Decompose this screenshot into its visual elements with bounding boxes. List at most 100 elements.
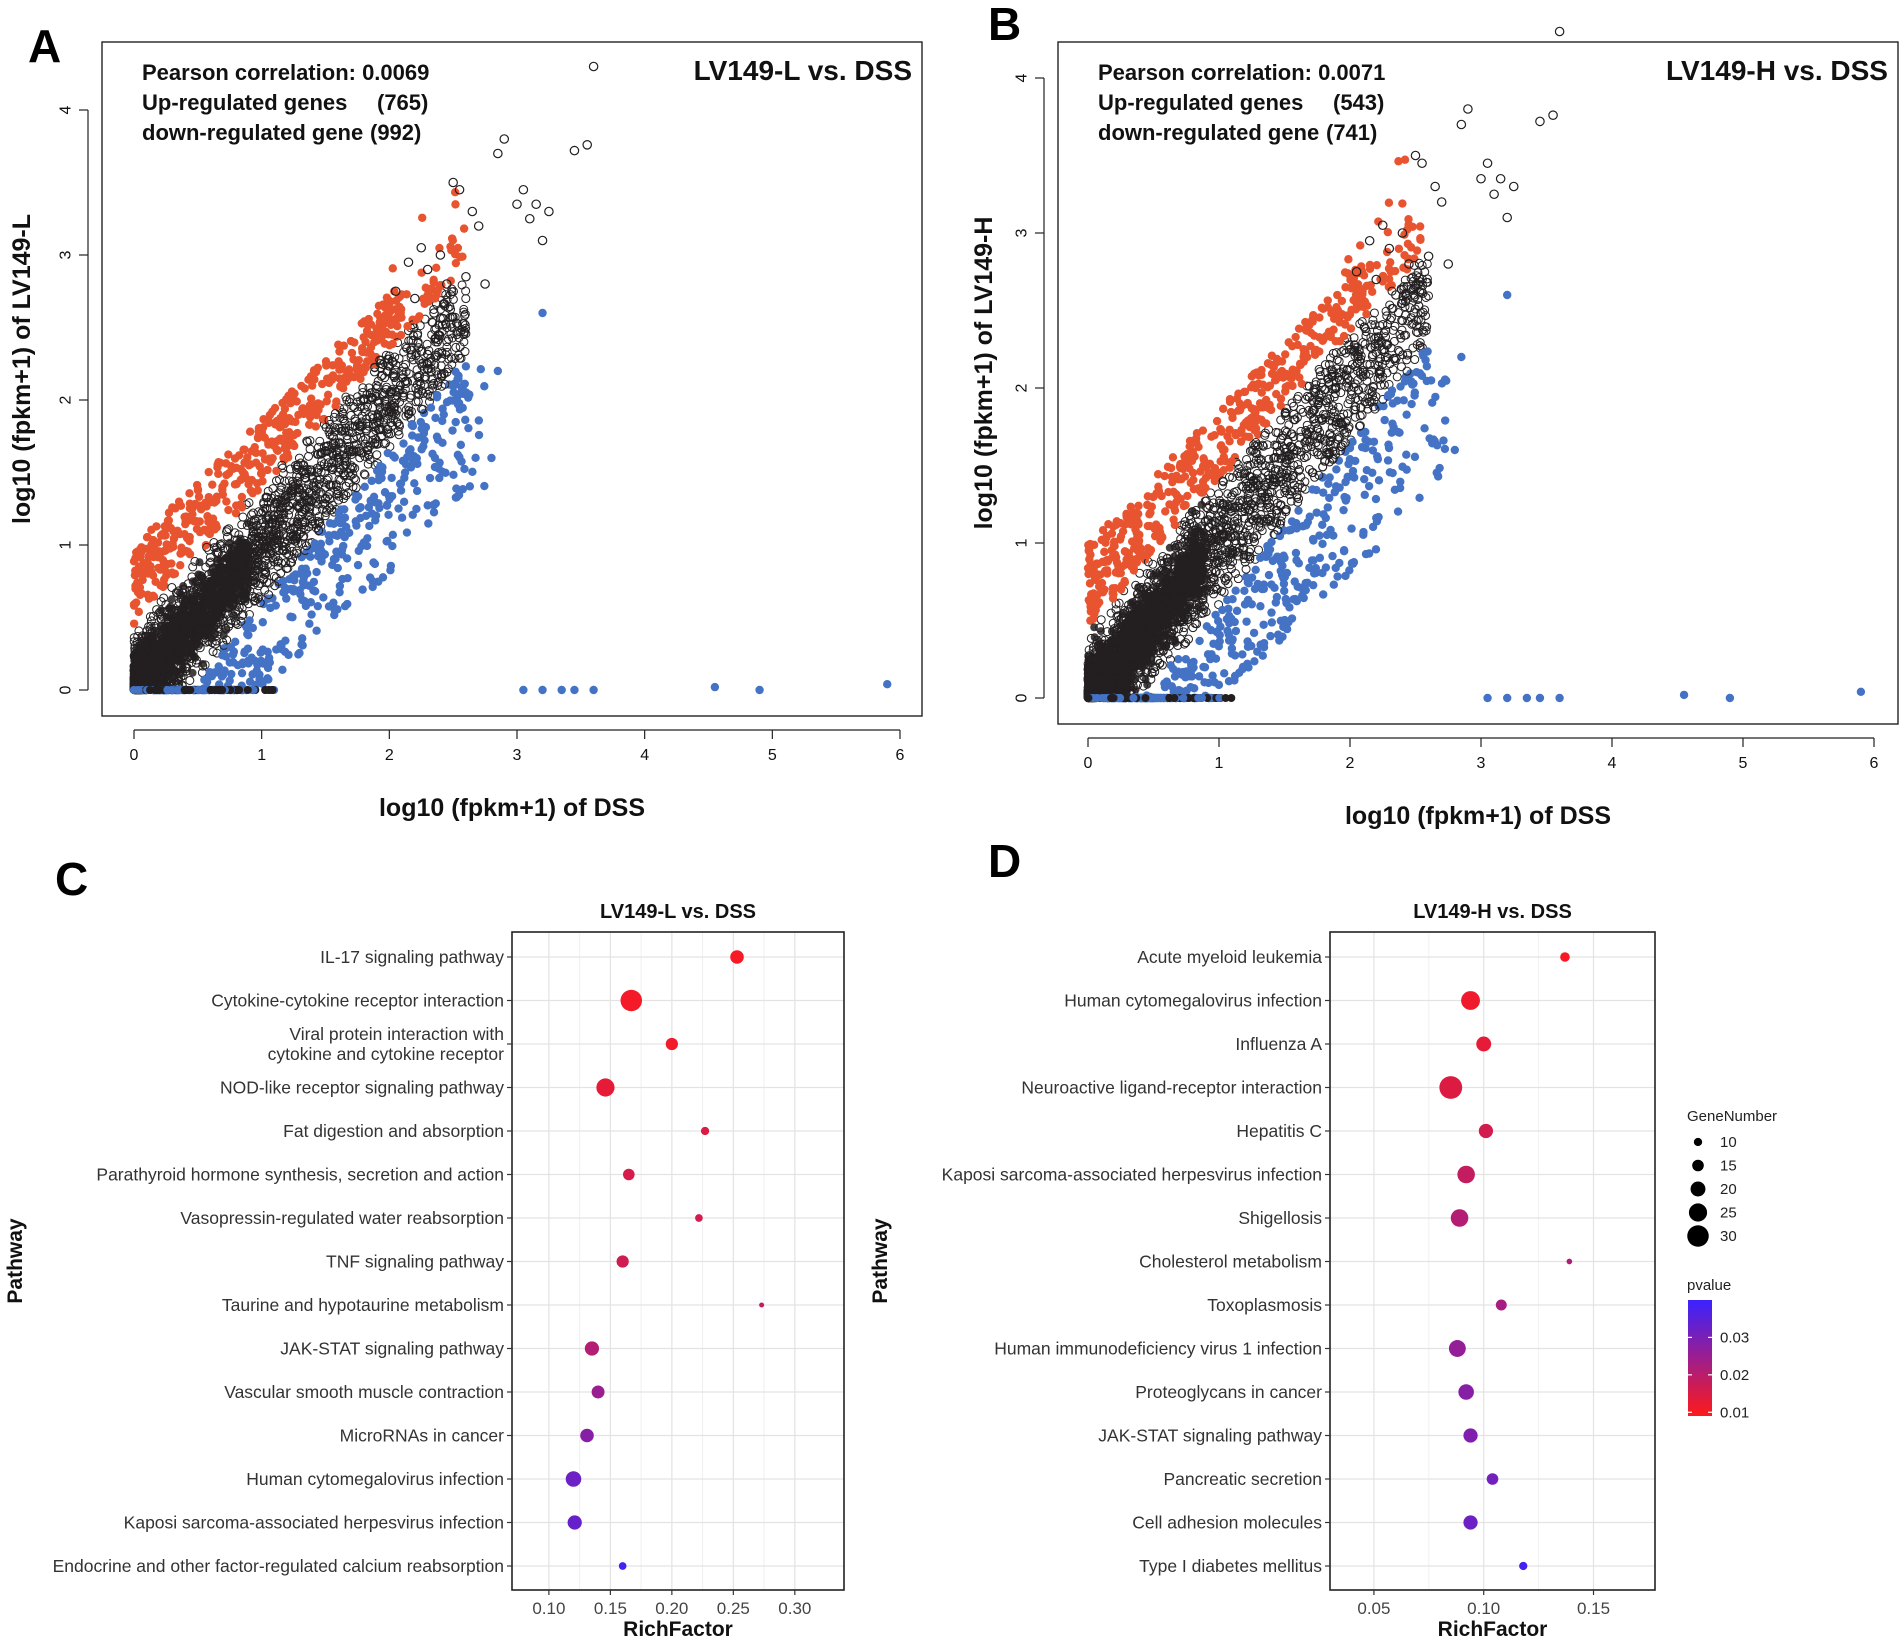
point-unchanged [219, 582, 228, 591]
point-up [232, 501, 241, 510]
point-down [755, 685, 764, 695]
chart-title: LV149-H vs. DSS [1666, 55, 1888, 86]
point-down [387, 473, 396, 483]
y-tick-label: 1 [1014, 538, 1031, 547]
point-down [400, 468, 410, 477]
point-down [448, 426, 457, 435]
point-up [163, 559, 172, 569]
point-unchanged [168, 674, 177, 683]
point-down [480, 481, 489, 491]
point-unchanged [461, 294, 471, 304]
point-unchanged [240, 588, 249, 597]
point-unchanged [244, 519, 253, 528]
point-up [366, 349, 375, 359]
point-unchanged [315, 436, 325, 446]
point-down [282, 594, 291, 603]
point-unchanged [195, 558, 204, 567]
point-up [218, 485, 227, 495]
point-down [340, 601, 350, 611]
point-down [305, 619, 314, 628]
point-up [319, 414, 329, 424]
point-down [295, 648, 304, 658]
point-down [358, 585, 367, 594]
point-up [158, 582, 168, 592]
point-up [168, 539, 177, 549]
point-unchanged [179, 620, 188, 629]
point-down [570, 685, 579, 695]
point-unchanged [146, 664, 155, 673]
point-unchanged [323, 492, 333, 502]
up-regulated-label: Up-regulated genes [1098, 90, 1303, 115]
up-regulated-label: Up-regulated genes [142, 90, 347, 115]
point-down [465, 482, 475, 491]
point-up [418, 213, 427, 222]
point-down [374, 499, 383, 508]
point-unchanged [224, 590, 233, 599]
point-outlier [512, 199, 522, 210]
point-down [333, 531, 342, 541]
x-tick-label: 5 [768, 747, 777, 764]
down-regulated-count: (741) [1326, 120, 1377, 145]
point-unchanged [461, 286, 471, 296]
point-up [180, 512, 189, 522]
point-down [407, 419, 417, 429]
point-down [298, 578, 308, 587]
point-down [255, 670, 264, 679]
up-regulated-count: (765) [377, 90, 428, 115]
point-unchanged [358, 383, 368, 393]
point-up [190, 517, 199, 526]
point-unchanged [350, 463, 360, 473]
point-baseline [173, 686, 182, 694]
x-axis-title: log10 (fpkm+1) of DSS [1345, 802, 1611, 830]
point-outlier [544, 206, 554, 217]
point-up [250, 442, 259, 452]
point-down [296, 569, 305, 578]
point-unchanged [188, 668, 197, 677]
point-unchanged [243, 548, 252, 557]
point-up [254, 431, 263, 441]
point-up [429, 278, 438, 287]
point-unchanged [210, 630, 219, 639]
point-unchanged [1369, 308, 1379, 318]
point-up [300, 384, 309, 393]
point-down [430, 462, 440, 472]
point-unchanged [190, 652, 199, 661]
point-down [248, 623, 258, 633]
point-unchanged [180, 611, 189, 620]
point-down [493, 366, 503, 376]
point-outlier [493, 148, 503, 159]
point-down [557, 685, 566, 695]
point-down [464, 423, 473, 433]
x-tick-label: 5 [1739, 755, 1748, 772]
point-up [137, 589, 146, 598]
point-unchanged [159, 625, 168, 634]
point-up [447, 234, 457, 243]
point-down [439, 410, 448, 419]
point-up [322, 397, 331, 406]
point-down [374, 577, 383, 586]
point-down [250, 656, 259, 665]
point-unchanged [167, 648, 176, 657]
point-down [538, 308, 547, 318]
point-down [883, 680, 892, 689]
point-unchanged [130, 655, 139, 664]
point-baseline [163, 686, 172, 694]
point-up [153, 553, 163, 562]
point-unchanged [151, 654, 160, 663]
point-down [461, 415, 470, 425]
point-down [362, 541, 372, 551]
point-unchanged [191, 640, 200, 649]
point-up [174, 497, 184, 506]
x-tick-label: 3 [1477, 755, 1486, 772]
point-down [288, 613, 297, 622]
chart-title: LV149-L vs. DSS [694, 55, 912, 86]
point-down [364, 503, 374, 512]
point-up [1415, 222, 1425, 231]
point-up [222, 497, 231, 506]
point-unchanged [198, 659, 207, 668]
point-unchanged [451, 342, 461, 352]
point-unchanged [276, 568, 286, 578]
point-up [281, 395, 291, 404]
point-down [409, 456, 418, 465]
point-down [380, 488, 390, 497]
